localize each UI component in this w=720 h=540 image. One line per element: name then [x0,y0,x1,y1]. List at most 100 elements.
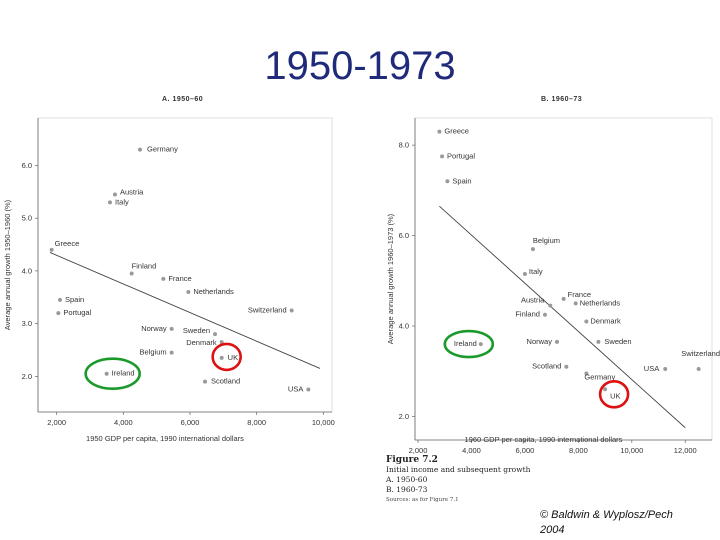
point-label-sweden: Sweden [183,326,210,335]
point-usa [663,366,668,371]
x-tick-label: 8,000 [569,446,588,455]
x-axis-label: 1960 GDP per capita, 1990 international … [465,435,623,444]
point-label-sweden: Sweden [604,337,631,346]
point-ireland [478,342,483,347]
slide-title: 1950-1973 [264,44,456,88]
panel-title: A. 1950–60 [162,96,203,103]
x-tick-label: 2,000 [47,418,66,427]
point-label-portugal: Portugal [447,151,475,160]
point-netherlands [186,290,191,294]
highlight-red-uk [598,380,630,409]
point-label-scotland: Scotland [211,377,240,386]
point-uk [219,355,224,360]
point-label-netherlands: Netherlands [193,287,234,296]
highlight-red-uk [211,342,242,372]
point-spain [445,179,450,184]
point-finland [542,312,547,317]
panel-a: A. 1950–60 2,000 4,000 6,000 8,000 10,000 2.0 3… [3,96,335,443]
x-tick-label: 6,000 [181,418,200,427]
point-austria [548,303,553,308]
point-greece [49,247,54,252]
credit-line: © Baldwin & Wyplosz/Pech [540,509,673,521]
trend-line [49,252,321,369]
plot-frame [414,117,713,441]
caption-source: Sources: as for Figure 7.1 [386,497,459,503]
y-tick-label: 4.0 [399,322,409,331]
x-tick-label: 8,000 [247,418,266,427]
point-label-france: France [568,290,591,299]
y-axis-label: Average annual growth 1950–1960 (%) [3,199,12,330]
point-france [161,276,166,281]
point-label-uk: UK [228,353,238,362]
x-tick-label: 4,000 [114,418,133,427]
point-norway [169,326,174,331]
point-sweden [213,332,217,337]
point-label-usa: USA [644,364,659,373]
point-label-switzerland: Switzerland [681,349,720,358]
point-norway [554,339,559,344]
y-tick-label: 8.0 [399,141,409,150]
point-label-finland: Finland [132,262,157,271]
caption-figure-number: Figure 7.2 [386,455,438,465]
point-ireland [104,371,109,376]
point-italy [108,200,112,205]
point-label-france: France [168,274,191,283]
point-belgium [169,350,174,355]
point-italy [522,272,527,276]
point-netherlands [573,301,578,306]
point-label-belgium: Belgium [140,348,167,357]
x-tick-label: 10,000 [312,418,335,427]
y-tick-label: 5.0 [22,214,32,223]
panel-b: B. 1960–73 2,000 4,000 6,000 8,000 10,000 12,0… [386,96,720,455]
point-portugal [56,311,61,316]
panel-title: B. 1960–73 [541,96,582,103]
y-tick-label: 2.0 [22,372,32,381]
y-tick-label: 6.0 [22,161,32,170]
y-tick-label: 6.0 [399,231,409,240]
point-label-austria: Austria [120,187,144,196]
point-label-greece: Greece [444,127,469,136]
point-portugal [440,154,445,159]
x-tick-label: 4,000 [462,446,481,455]
x-tick-label: 12,000 [674,446,697,455]
highlight-green-ireland [443,329,495,359]
trend-line [439,205,686,429]
point-label-netherlands: Netherlands [580,298,621,307]
point-label-greece: Greece [55,239,80,248]
x-tick-label: 2,000 [409,446,428,455]
point-switzerland [289,308,294,313]
figure-caption: Figure 7.2 Initial income and subsequent… [386,455,530,505]
caption-line: B. 1960-73 [386,485,428,494]
point-greece [437,129,442,134]
y-axis-label: Average annual growth 1960–1973 (%) [386,213,395,344]
point-label-scotland: Scotland [532,362,561,371]
point-label-ireland: Ireland [454,339,477,348]
point-austria [113,192,117,197]
point-label-germany: Germany [584,372,615,381]
point-spain [58,297,62,302]
point-denmark [584,319,589,324]
point-label-norway: Norway [141,324,167,333]
point-germany [584,371,589,376]
highlight-green-ireland [84,357,141,391]
caption-line: Initial income and subsequent growth [386,465,531,474]
point-uk [603,387,608,392]
copyright-credit: © Baldwin & Wyplosz/Pech 2004 [540,508,710,538]
point-sweden [596,339,601,344]
x-tick-label: 6,000 [516,446,535,455]
y-tick-label: 4.0 [22,266,32,275]
point-label-italy: Italy [115,197,129,206]
point-label-ireland: Ireland [112,369,135,378]
plot-frame [37,117,333,413]
credit-line: 2004 [540,524,565,536]
point-label-austria: Austria [521,296,545,305]
point-germany [138,147,142,152]
point-label-uk: UK [610,391,620,400]
y-tick-label: 3.0 [22,319,32,328]
point-label-switzerland: Switzerland [248,305,287,314]
x-tick-label: 10,000 [620,446,643,455]
point-label-norway: Norway [527,337,553,346]
point-label-spain: Spain [65,295,84,304]
point-usa [306,387,311,392]
